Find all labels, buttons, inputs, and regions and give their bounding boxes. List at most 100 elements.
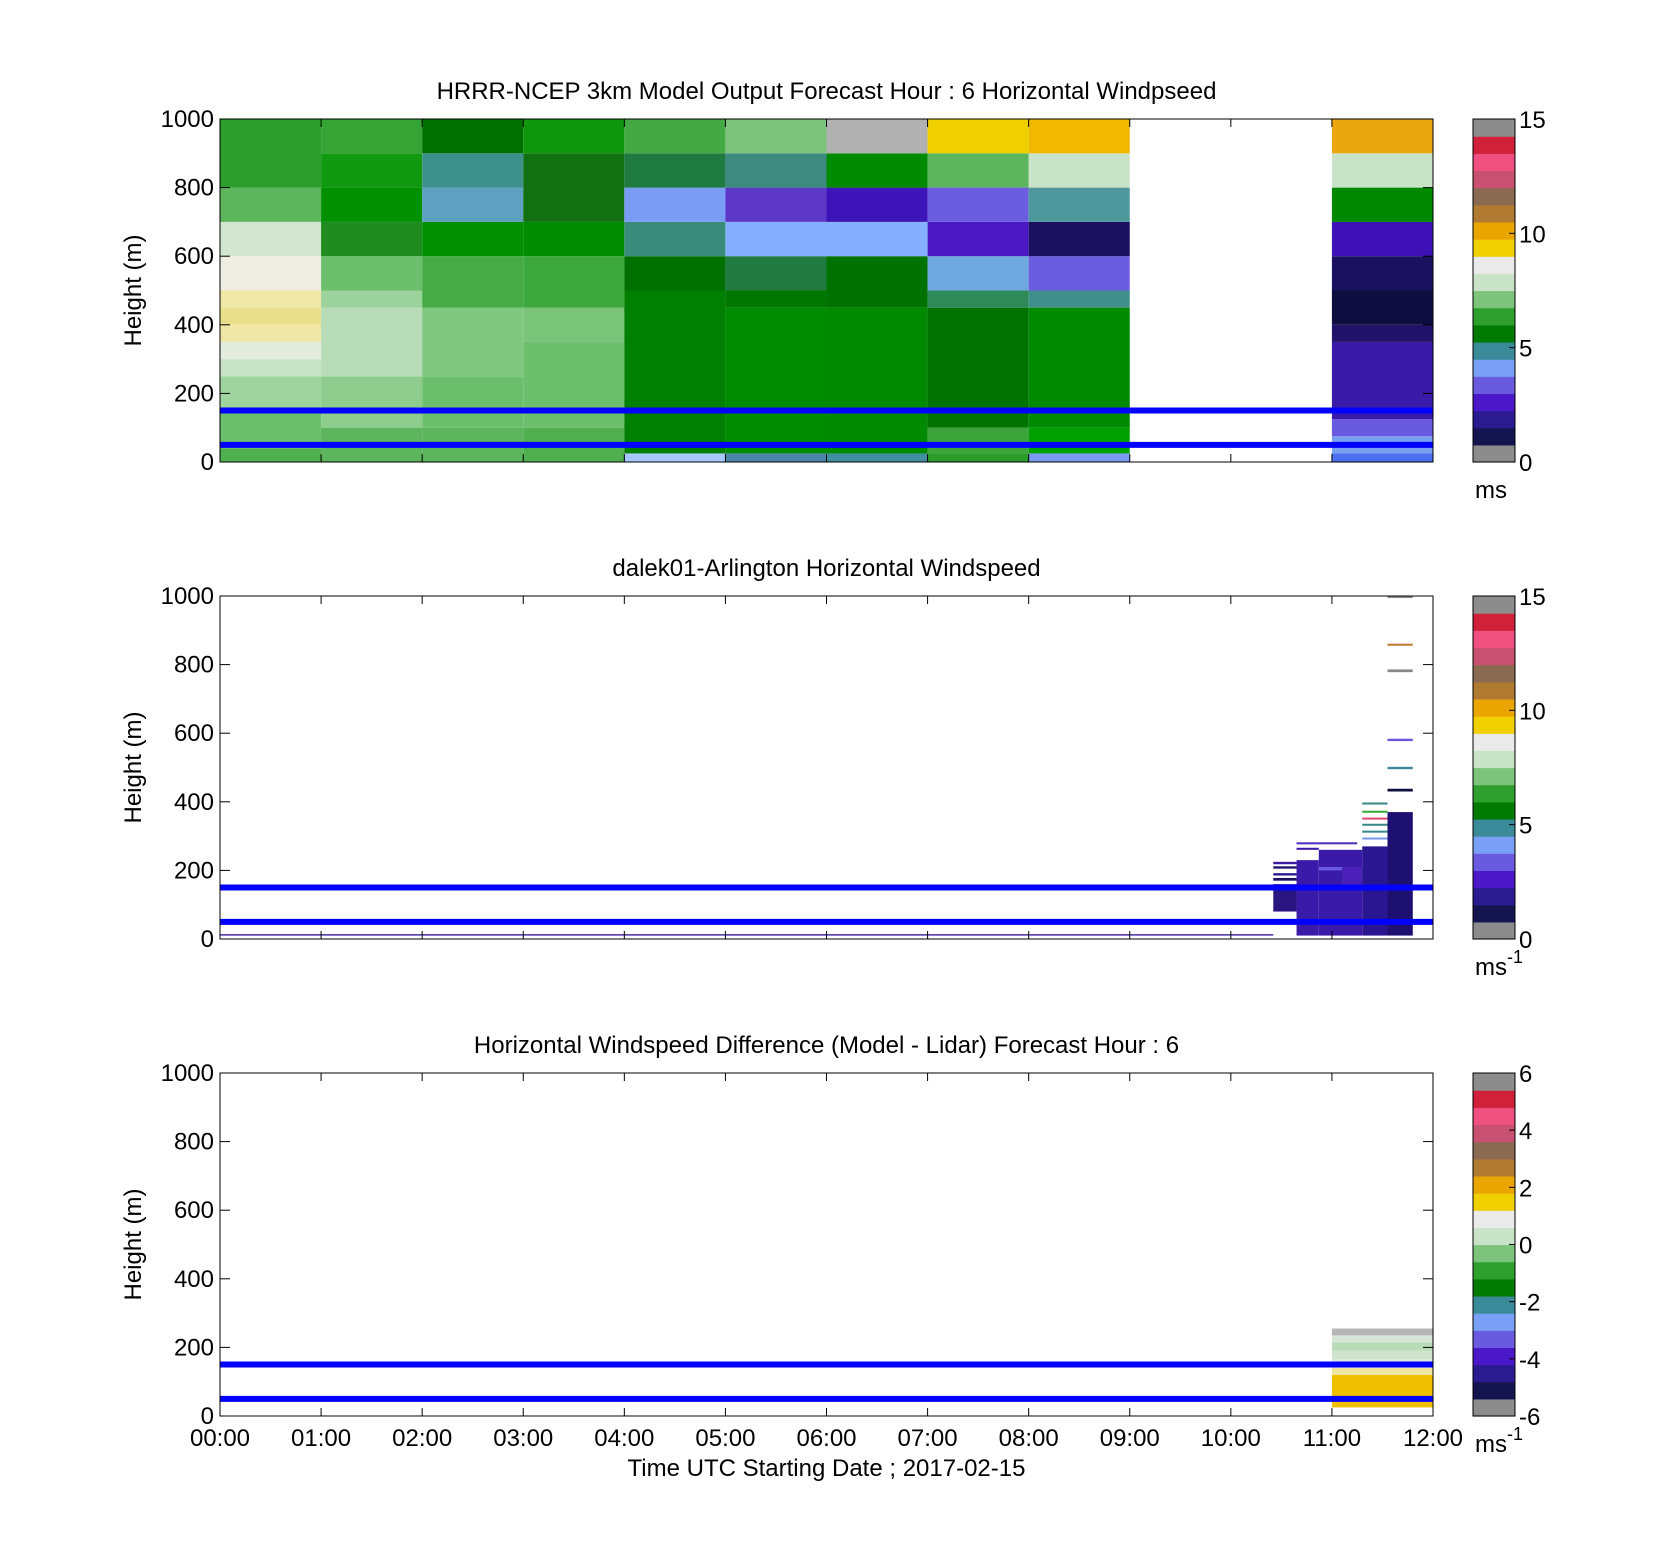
colorbar-swatch <box>1473 630 1515 649</box>
colorbar-tick-label: 10 <box>1519 698 1546 725</box>
heatmap-cell <box>624 187 726 222</box>
colorbar-swatch <box>1473 341 1515 360</box>
colorbar-swatch <box>1473 801 1515 820</box>
heatmap-cell <box>1331 419 1433 437</box>
x-tick-label: 07:00 <box>898 1425 958 1452</box>
colorbar-swatch <box>1473 716 1515 734</box>
colorbar-swatch <box>1473 853 1515 871</box>
colorbar-swatch <box>1473 221 1515 240</box>
heatmap-cell <box>1028 221 1130 257</box>
heatmap-cell <box>1362 830 1388 833</box>
heatmap-cell <box>624 256 726 291</box>
heatmap-cell <box>220 448 322 462</box>
panel-title: Horizontal Windspeed Difference (Model -… <box>474 1032 1179 1059</box>
heatmap-cell <box>1331 1367 1433 1375</box>
colorbar-unit-exponent: -1 <box>1507 947 1523 967</box>
panel-1: HRRR-NCEP 3km Model Output Forecast Hour… <box>120 78 1546 504</box>
colorbar-tick-label: 5 <box>1519 813 1532 840</box>
colorbar: 0 5 10 15 ms <box>1472 107 1546 504</box>
colorbar-swatch <box>1473 1107 1515 1126</box>
heatmap-cell <box>422 256 524 308</box>
colorbar-swatch <box>1473 1124 1515 1143</box>
heatmap-cell <box>523 153 625 222</box>
heatmap-cell <box>624 453 726 462</box>
heatmap-cell <box>321 153 423 188</box>
heatmap-cell <box>1028 119 1130 154</box>
heatmap-cell <box>1342 866 1363 888</box>
colorbar-unit-base: ms <box>1475 1431 1507 1458</box>
colorbar-tick-label: 0 <box>1519 927 1532 954</box>
heatmap-cell <box>321 119 423 154</box>
x-tick-label: 03:00 <box>493 1425 553 1452</box>
heatmap-cell <box>826 221 928 257</box>
panel-title: HRRR-NCEP 3km Model Output Forecast Hour… <box>437 78 1217 105</box>
heatmap-cell <box>321 376 423 428</box>
colorbar-tick-label: -6 <box>1519 1404 1540 1431</box>
y-axis-label: Height (m) <box>120 1188 147 1300</box>
heatmap-cell <box>220 187 322 222</box>
heatmap-cell <box>422 187 524 222</box>
colorbar-tick-label: 2 <box>1519 1175 1532 1202</box>
heatmap-cell <box>523 256 625 308</box>
heatmap-cell <box>321 256 423 291</box>
heatmap-cell <box>1387 596 1413 599</box>
colorbar-swatch <box>1473 664 1515 683</box>
heatmap-cell <box>1273 884 1297 912</box>
heatmap-cell <box>220 359 322 377</box>
colorbar-unit: ms-1 <box>1475 1424 1523 1458</box>
colorbar-swatch <box>1473 444 1515 463</box>
colorbar-swatch <box>1473 376 1515 394</box>
heatmap-cell <box>927 119 1029 154</box>
heatmap-cell <box>220 307 322 325</box>
colorbar-swatch <box>1473 1381 1515 1400</box>
heatmap-cell <box>826 307 928 454</box>
colorbar-swatch <box>1473 1227 1515 1246</box>
colorbar-swatch <box>1473 119 1515 137</box>
colorbar-swatch <box>1473 750 1515 769</box>
heatmap-cell <box>1296 842 1358 845</box>
heatmap-cell <box>220 934 1274 936</box>
colorbar-tick-label: 0 <box>1519 450 1532 477</box>
heatmap-cell <box>826 153 928 188</box>
colorbar-swatch <box>1473 921 1515 940</box>
x-axis-label: Time UTC Starting Date ; 2017-02-15 <box>628 1455 1026 1482</box>
heatmap-cell <box>1387 766 1413 770</box>
y-tick-label: 400 <box>174 1266 214 1293</box>
colorbar-swatch <box>1473 887 1515 906</box>
colorbar-swatch <box>1473 733 1515 751</box>
heatmap-cell <box>1362 817 1388 820</box>
heatmap-cell <box>1331 256 1433 291</box>
heatmap-cell <box>321 307 423 377</box>
heatmap-cell <box>1028 453 1130 462</box>
colorbar-swatch <box>1473 290 1515 309</box>
y-tick-label: 800 <box>174 175 214 202</box>
colorbar: -6 -4 -2 0 2 4 6 ms-1 <box>1472 1061 1540 1458</box>
y-axis-label: Height (m) <box>120 711 147 823</box>
colorbar-unit-base: ms <box>1475 477 1507 504</box>
y-tick-label: 1000 <box>161 106 214 133</box>
heatmap-cell <box>1387 643 1413 646</box>
colorbar-unit-base: ms <box>1475 954 1507 981</box>
colorbar-unit: ms-1 <box>1475 947 1523 981</box>
heatmap-cell <box>927 256 1029 291</box>
heatmap-cell <box>523 221 625 257</box>
colorbar-frame <box>1472 595 1516 940</box>
colorbar-swatch <box>1473 153 1515 172</box>
colorbar: 0 5 10 15 ms-1 <box>1472 584 1546 981</box>
heatmap-cell <box>1331 290 1433 325</box>
y-axis-label: Height (m) <box>120 234 147 346</box>
heatmap-cell <box>725 290 827 308</box>
heatmap-cell <box>1273 877 1297 881</box>
heatmap-cell <box>1331 1342 1433 1351</box>
heatmap-cell <box>725 153 827 188</box>
colorbar-swatch <box>1473 647 1515 666</box>
colorbar-tick-label: 0 <box>1519 1233 1532 1260</box>
colorbar-swatch <box>1473 613 1515 631</box>
heatmap-cell <box>321 290 423 308</box>
y-tick-label: 1000 <box>161 1060 214 1087</box>
colorbar-tick-label: -2 <box>1519 1290 1540 1317</box>
heatmap-cell <box>1362 802 1388 805</box>
colorbar-swatch <box>1473 187 1515 206</box>
heatmap-cell <box>220 221 322 257</box>
